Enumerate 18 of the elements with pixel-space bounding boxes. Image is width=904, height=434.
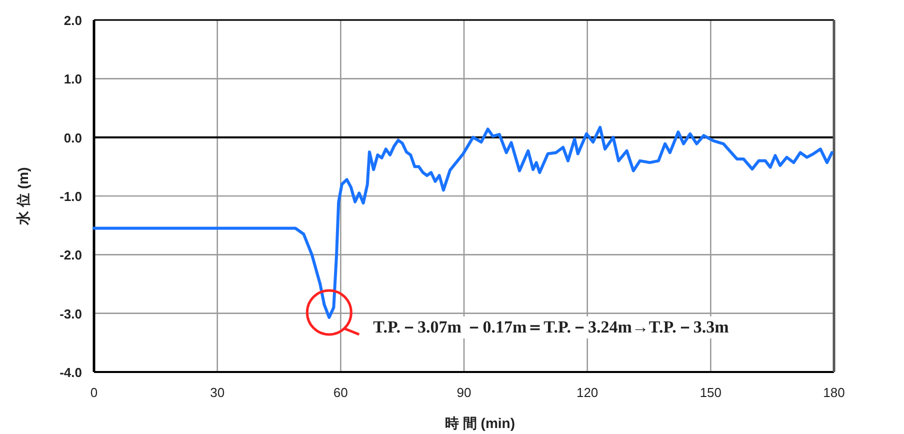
x-tick-label: 180: [823, 385, 845, 400]
x-tick-label: 30: [210, 385, 225, 400]
x-tick-label: 90: [456, 385, 472, 400]
y-tick-label: 0.0: [64, 130, 82, 146]
x-tick-label: 0: [90, 385, 98, 400]
x-tick-label: 150: [700, 385, 722, 400]
x-tick-label: 60: [333, 385, 348, 400]
y-tick-label: -4.0: [60, 365, 82, 380]
y-tick-label: 2.0: [64, 13, 82, 28]
line-series: [92, 126, 834, 319]
y-tick-label: -3.0: [60, 306, 82, 322]
x-axis-title: 時 間 (min): [445, 415, 515, 431]
y-axis-title: 水 位 (m): [15, 167, 31, 226]
y-tick-label: -1.0: [60, 189, 82, 204]
annotation: T.P.－3.07m －0.17m＝T.P.－3.24m→T.P.－3.3m: [373, 317, 729, 336]
y-tick-label: 1.0: [64, 72, 82, 87]
x-tick-label: 120: [576, 385, 598, 400]
y-tick-label: -2.0: [60, 248, 82, 263]
